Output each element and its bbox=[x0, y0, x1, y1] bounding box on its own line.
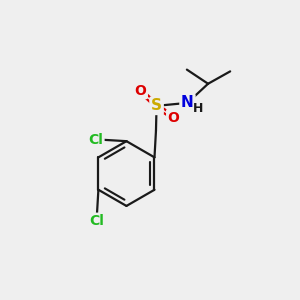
Text: H: H bbox=[193, 102, 203, 115]
Text: O: O bbox=[168, 111, 180, 124]
Text: S: S bbox=[151, 98, 162, 113]
Text: Cl: Cl bbox=[89, 214, 104, 228]
Text: N: N bbox=[181, 95, 194, 110]
Text: O: O bbox=[134, 83, 146, 98]
Text: Cl: Cl bbox=[88, 133, 103, 147]
